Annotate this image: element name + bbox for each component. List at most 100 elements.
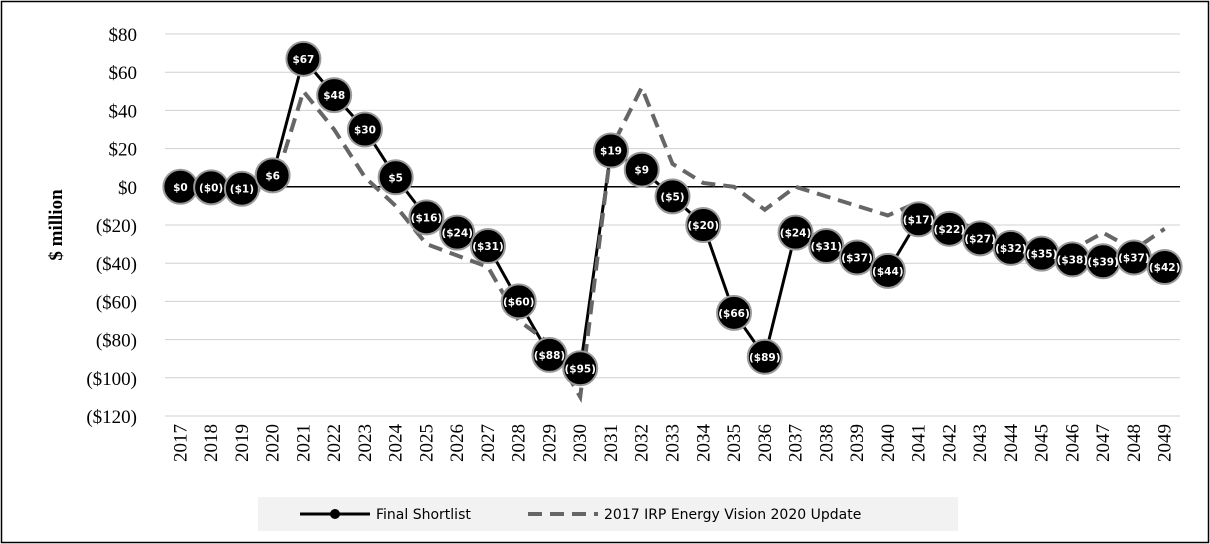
marker	[562, 350, 599, 387]
x-tick-label: 2024	[386, 424, 407, 463]
y-tick-label: ($60)	[96, 292, 137, 313]
x-tick-label: 2048	[1124, 424, 1145, 462]
marker	[592, 132, 629, 169]
data-label: ($32)	[995, 243, 1027, 255]
legend-box	[258, 497, 958, 531]
data-label: $19	[600, 146, 622, 158]
x-tick-label: 2045	[1032, 424, 1053, 462]
data-label: $0	[173, 182, 188, 194]
data-label: $6	[265, 170, 280, 182]
y-tick-label: $40	[109, 101, 138, 122]
marker	[531, 336, 568, 373]
data-label: $48	[323, 90, 345, 102]
y-tick-label: ($40)	[96, 254, 137, 275]
marker	[469, 228, 506, 265]
data-label: ($0)	[199, 182, 223, 194]
marker	[285, 40, 322, 77]
data-label: ($20)	[687, 220, 719, 232]
marker	[377, 159, 414, 196]
marker	[869, 252, 906, 289]
x-tick-label: 2046	[1062, 424, 1083, 462]
data-label: ($1)	[230, 184, 254, 196]
marker	[316, 77, 353, 114]
data-label: ($27)	[964, 233, 996, 245]
x-tick-label: 2025	[416, 424, 437, 462]
x-tick-label: 2018	[201, 424, 222, 462]
data-label: $30	[354, 125, 376, 137]
x-tick-label: 2020	[263, 424, 284, 462]
x-tick-label: 2044	[1001, 424, 1022, 463]
data-label: $9	[634, 165, 649, 177]
data-label: ($31)	[472, 241, 504, 253]
x-tick-label: 2040	[878, 424, 899, 462]
data-label: ($37)	[841, 252, 873, 264]
y-tick-label: ($80)	[96, 331, 137, 352]
data-label: $67	[292, 54, 314, 66]
labels: $0 ($0) ($1)$6$67$48$30$5($16)($24)($31)($…	[173, 54, 1180, 375]
x-tick-label: 2042	[939, 424, 960, 462]
marker	[408, 199, 445, 236]
data-label: ($35)	[1026, 249, 1058, 261]
marker	[746, 338, 783, 375]
x-tick-label: 2041	[909, 424, 930, 462]
marker	[1146, 249, 1183, 286]
y-axis-title: $ million	[46, 189, 67, 261]
data-label: ($16)	[411, 212, 443, 224]
data-label: ($39)	[1087, 256, 1119, 268]
data-label: ($44)	[872, 266, 904, 278]
legend-marker	[330, 509, 340, 519]
x-tick-label: 2038	[816, 424, 837, 462]
marker	[654, 178, 691, 215]
data-label: ($17)	[903, 214, 935, 226]
marker	[346, 111, 383, 148]
y-tick-label: $80	[109, 25, 138, 46]
data-label: ($66)	[718, 308, 750, 320]
y-tick-label: ($100)	[86, 369, 137, 390]
legend-label: 2017 IRP Energy Vision 2020 Update	[604, 507, 861, 523]
data-label: ($60)	[503, 296, 535, 308]
x-tick-label: 2032	[632, 424, 653, 462]
data-label: $5	[388, 172, 403, 184]
marker	[623, 151, 660, 188]
x-tick-label: 2022	[324, 424, 345, 462]
data-label: ($38)	[1057, 254, 1089, 266]
y-tick-label: $20	[109, 140, 138, 161]
data-label: ($24)	[441, 228, 473, 240]
marker	[500, 283, 537, 320]
data-label: ($37)	[1118, 252, 1150, 264]
data-label: ($89)	[749, 352, 781, 364]
x-tick-label: 2037	[786, 424, 807, 462]
y-tick-label: ($120)	[86, 407, 137, 428]
x-tick-label: 2043	[970, 424, 991, 462]
data-label: ($31)	[811, 241, 843, 253]
legend-label: Final Shortlist	[376, 507, 471, 523]
x-tick-label: 2017	[170, 424, 191, 462]
marker	[223, 170, 260, 207]
marker	[254, 157, 291, 194]
x-tick-label: 2026	[447, 424, 468, 462]
series-line	[180, 82, 1166, 404]
data-label: ($24)	[780, 228, 812, 240]
data-label: ($22)	[934, 224, 966, 236]
x-tick-label: 2029	[539, 424, 560, 462]
marker	[839, 239, 876, 276]
x-tick-label: 2033	[663, 424, 684, 462]
marker	[716, 294, 753, 331]
x-tick-label: 2049	[1155, 424, 1176, 462]
x-tick-label: 2023	[355, 424, 376, 462]
x-tick-label: 2036	[755, 424, 776, 462]
y-tick-label: $0	[118, 178, 137, 199]
data-label: ($95)	[564, 363, 596, 375]
x-tick-label: 2035	[724, 424, 745, 462]
x-tick-label: 2034	[693, 424, 714, 463]
data-label: ($42)	[1149, 262, 1181, 274]
data-label: ($5)	[660, 191, 684, 203]
marker	[685, 207, 722, 243]
markers	[162, 40, 1183, 387]
x-tick-label: 2031	[601, 424, 622, 462]
marker	[439, 214, 476, 251]
x-tick-label: 2021	[293, 424, 314, 462]
x-tick-label: 2039	[847, 424, 868, 462]
